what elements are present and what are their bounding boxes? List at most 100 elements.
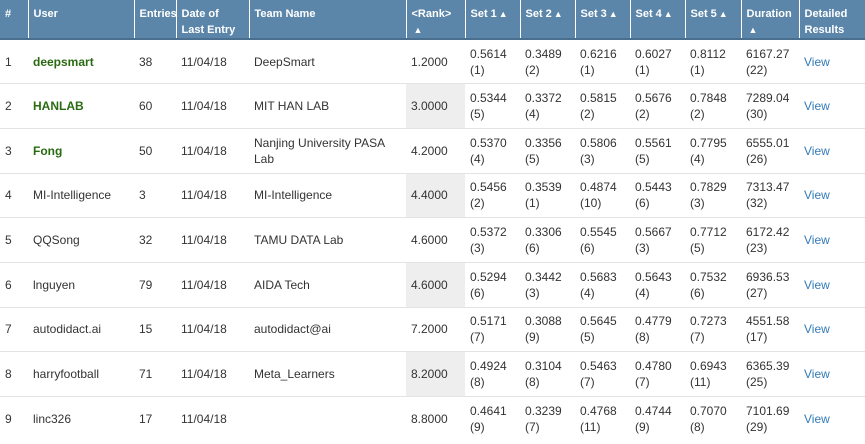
sort-up-icon: ▲ <box>498 9 508 19</box>
cell-entries: 50 <box>134 127 176 174</box>
cell-s3: 0.5463 (7) <box>575 351 630 397</box>
cell-num: 8 <box>0 351 28 397</box>
cell-details[interactable]: View <box>799 351 865 397</box>
cell-duration: 6167.27 (22) <box>741 38 799 84</box>
cell-s1: 0.5370 (4) <box>465 127 520 174</box>
col-header-rank[interactable]: <Rank> ▲ <box>406 0 466 39</box>
user-link[interactable]: HANLAB <box>33 99 84 114</box>
view-details-link[interactable]: View <box>804 188 830 203</box>
cell-s5: 0.7070 (8) <box>685 396 741 442</box>
cell-duration: 4551.58 (17) <box>741 306 799 352</box>
cell-num: 3 <box>0 127 28 174</box>
table-row: 2 HANLAB 60 11/04/18 MIT HAN LAB 3.0000 0.5344… <box>0 83 865 129</box>
user-link[interactable]: harryfootball <box>33 367 100 382</box>
cell-user[interactable]: deepsmart <box>28 38 134 84</box>
cell-user[interactable]: MI-Intelligence <box>28 172 134 218</box>
cell-entries: 79 <box>134 261 176 308</box>
cell-duration: 7101.69 (29) <box>741 396 799 442</box>
cell-date: 11/04/18 <box>176 172 249 218</box>
cell-user[interactable]: QQSong <box>28 217 134 263</box>
cell-s5: 0.7273 (7) <box>685 306 741 352</box>
cell-date: 11/04/18 <box>176 396 249 442</box>
cell-user[interactable]: HANLAB <box>28 83 134 129</box>
cell-rank: 1.2000 <box>406 38 465 84</box>
cell-s4: 0.4780 (7) <box>630 351 685 397</box>
user-link[interactable]: lnguyen <box>33 277 76 292</box>
col-header-set5[interactable]: Set 5 ▲ <box>685 0 742 39</box>
cell-num: 7 <box>0 306 28 352</box>
cell-details[interactable]: View <box>799 306 865 352</box>
cell-s5: 0.7829 (3) <box>685 172 741 218</box>
cell-rank: 4.4000 <box>406 172 465 218</box>
view-details-link[interactable]: View <box>804 277 830 292</box>
view-details-link[interactable]: View <box>804 233 830 248</box>
cell-s2: 0.3239 (7) <box>520 396 575 442</box>
cell-s5: 0.7795 (4) <box>685 127 741 174</box>
user-link[interactable]: QQSong <box>33 233 80 248</box>
view-details-link[interactable]: View <box>804 54 830 69</box>
cell-user[interactable]: linc326 <box>28 396 134 442</box>
user-link[interactable]: Fong <box>33 143 63 158</box>
cell-num: 6 <box>0 261 28 308</box>
cell-user[interactable]: lnguyen <box>28 261 134 308</box>
col-header-entries[interactable]: Entries <box>134 0 177 39</box>
user-link[interactable]: linc326 <box>33 412 72 427</box>
view-details-link[interactable]: View <box>804 99 830 114</box>
view-details-link[interactable]: View <box>804 367 830 382</box>
cell-details[interactable]: View <box>799 261 865 308</box>
cell-entries: 60 <box>134 83 176 129</box>
cell-date: 11/04/18 <box>176 306 249 352</box>
cell-entries: 32 <box>134 217 176 263</box>
cell-s2: 0.3306 (6) <box>520 217 575 263</box>
cell-s4: 0.5667 (3) <box>630 217 685 263</box>
view-details-link[interactable]: View <box>804 412 830 427</box>
cell-rank: 4.6000 <box>406 261 465 308</box>
col-header-num[interactable]: # <box>0 0 29 39</box>
col-header-set2[interactable]: Set 2 ▲ <box>520 0 576 39</box>
cell-s2: 0.3356 (5) <box>520 127 575 174</box>
cell-details[interactable]: View <box>799 172 865 218</box>
col-header-set3[interactable]: Set 3 ▲ <box>575 0 631 39</box>
cell-details[interactable]: View <box>799 83 865 129</box>
cell-user[interactable]: autodidact.ai <box>28 306 134 352</box>
cell-rank: 4.2000 <box>406 127 465 174</box>
col-header-duration[interactable]: Duration ▲ <box>741 0 800 39</box>
cell-entries: 17 <box>134 396 176 442</box>
cell-s2: 0.3104 (8) <box>520 351 575 397</box>
cell-num: 5 <box>0 217 28 263</box>
cell-team: TAMU DATA Lab <box>249 217 406 263</box>
col-header-user[interactable]: User <box>28 0 135 39</box>
cell-details[interactable]: View <box>799 38 865 84</box>
cell-s1: 0.4924 (8) <box>465 351 520 397</box>
user-link[interactable]: MI-Intelligence <box>33 188 112 203</box>
cell-s2: 0.3489 (2) <box>520 38 575 84</box>
cell-user[interactable]: harryfootball <box>28 351 134 397</box>
view-details-link[interactable]: View <box>804 143 830 158</box>
user-link[interactable]: deepsmart <box>33 54 94 69</box>
cell-date: 11/04/18 <box>176 83 249 129</box>
cell-team: MI-Intelligence <box>249 172 406 218</box>
cell-s5: 0.7712 (5) <box>685 217 741 263</box>
cell-s4: 0.6027 (1) <box>630 38 685 84</box>
sort-up-icon: ▲ <box>748 25 758 35</box>
cell-team <box>249 396 406 442</box>
col-header-date[interactable]: Date of Last Entry <box>176 0 250 39</box>
cell-user[interactable]: Fong <box>28 127 134 174</box>
user-link[interactable]: autodidact.ai <box>33 322 102 337</box>
col-header-team[interactable]: Team Name <box>249 0 407 39</box>
table-row: 8 harryfootball 71 11/04/18 Meta_Learners 8.2… <box>0 351 865 397</box>
cell-details[interactable]: View <box>799 396 865 442</box>
col-header-set4[interactable]: Set 4 ▲ <box>630 0 686 39</box>
cell-s3: 0.5545 (6) <box>575 217 630 263</box>
cell-s4: 0.5561 (5) <box>630 127 685 174</box>
view-details-link[interactable]: View <box>804 322 830 337</box>
cell-team: MIT HAN LAB <box>249 83 406 129</box>
cell-duration: 7313.47 (32) <box>741 172 799 218</box>
cell-rank: 7.2000 <box>406 306 465 352</box>
cell-duration: 6172.42 (23) <box>741 217 799 263</box>
cell-details[interactable]: View <box>799 217 865 263</box>
col-header-set1[interactable]: Set 1 ▲ <box>465 0 521 39</box>
cell-details[interactable]: View <box>799 127 865 174</box>
cell-rank: 8.8000 <box>406 396 465 442</box>
